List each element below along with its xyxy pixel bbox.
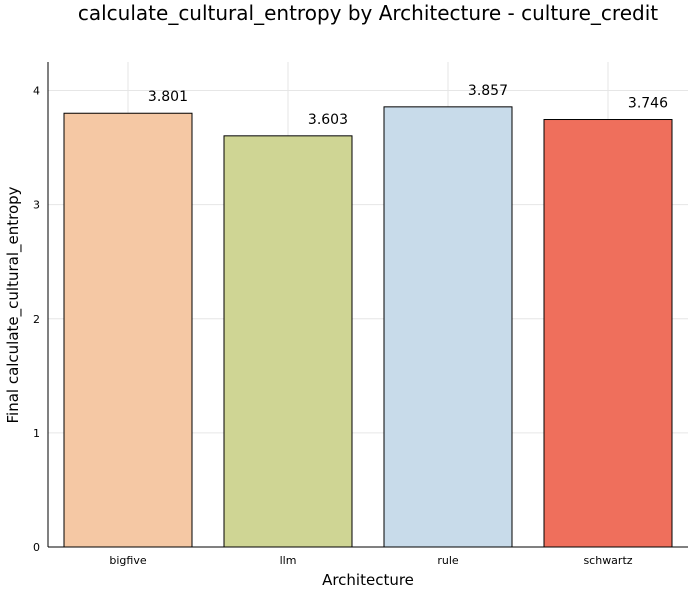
x-tick-labels: bigfive llm rule schwartz — [109, 554, 632, 567]
bars-group — [63, 106, 673, 548]
y-tick-label: 2 — [33, 313, 40, 326]
x-gridlines — [127, 62, 609, 547]
data-label-schwartz: 3.746 — [628, 96, 668, 112]
y-tick-label: 3 — [33, 199, 40, 212]
data-labels-group: 3.801 3.603 3.857 3.746 — [148, 83, 668, 128]
bar-schwartz — [543, 119, 673, 548]
y-tick-label: 4 — [33, 85, 40, 98]
x-tick-label: bigfive — [109, 554, 146, 567]
y-tick-labels: 0 1 2 3 4 — [33, 85, 40, 554]
y-tick-label: 1 — [33, 427, 40, 440]
bar-llm — [223, 135, 353, 548]
data-label-rule: 3.857 — [468, 83, 508, 99]
data-label-bigfive: 3.801 — [148, 89, 188, 105]
x-axis-label: Architecture — [322, 571, 414, 589]
chart-title: calculate_cultural_entropy by Architectu… — [78, 1, 658, 25]
x-tick-label: schwartz — [583, 554, 632, 567]
bar-bigfive — [63, 112, 193, 548]
y-axis-label: Final calculate_cultural_entropy — [4, 186, 23, 423]
x-tick-label: llm — [280, 554, 297, 567]
x-tick-label: rule — [437, 554, 459, 567]
bar-rule — [383, 106, 513, 548]
data-label-llm: 3.603 — [308, 112, 348, 128]
y-tick-label: 0 — [33, 541, 40, 554]
